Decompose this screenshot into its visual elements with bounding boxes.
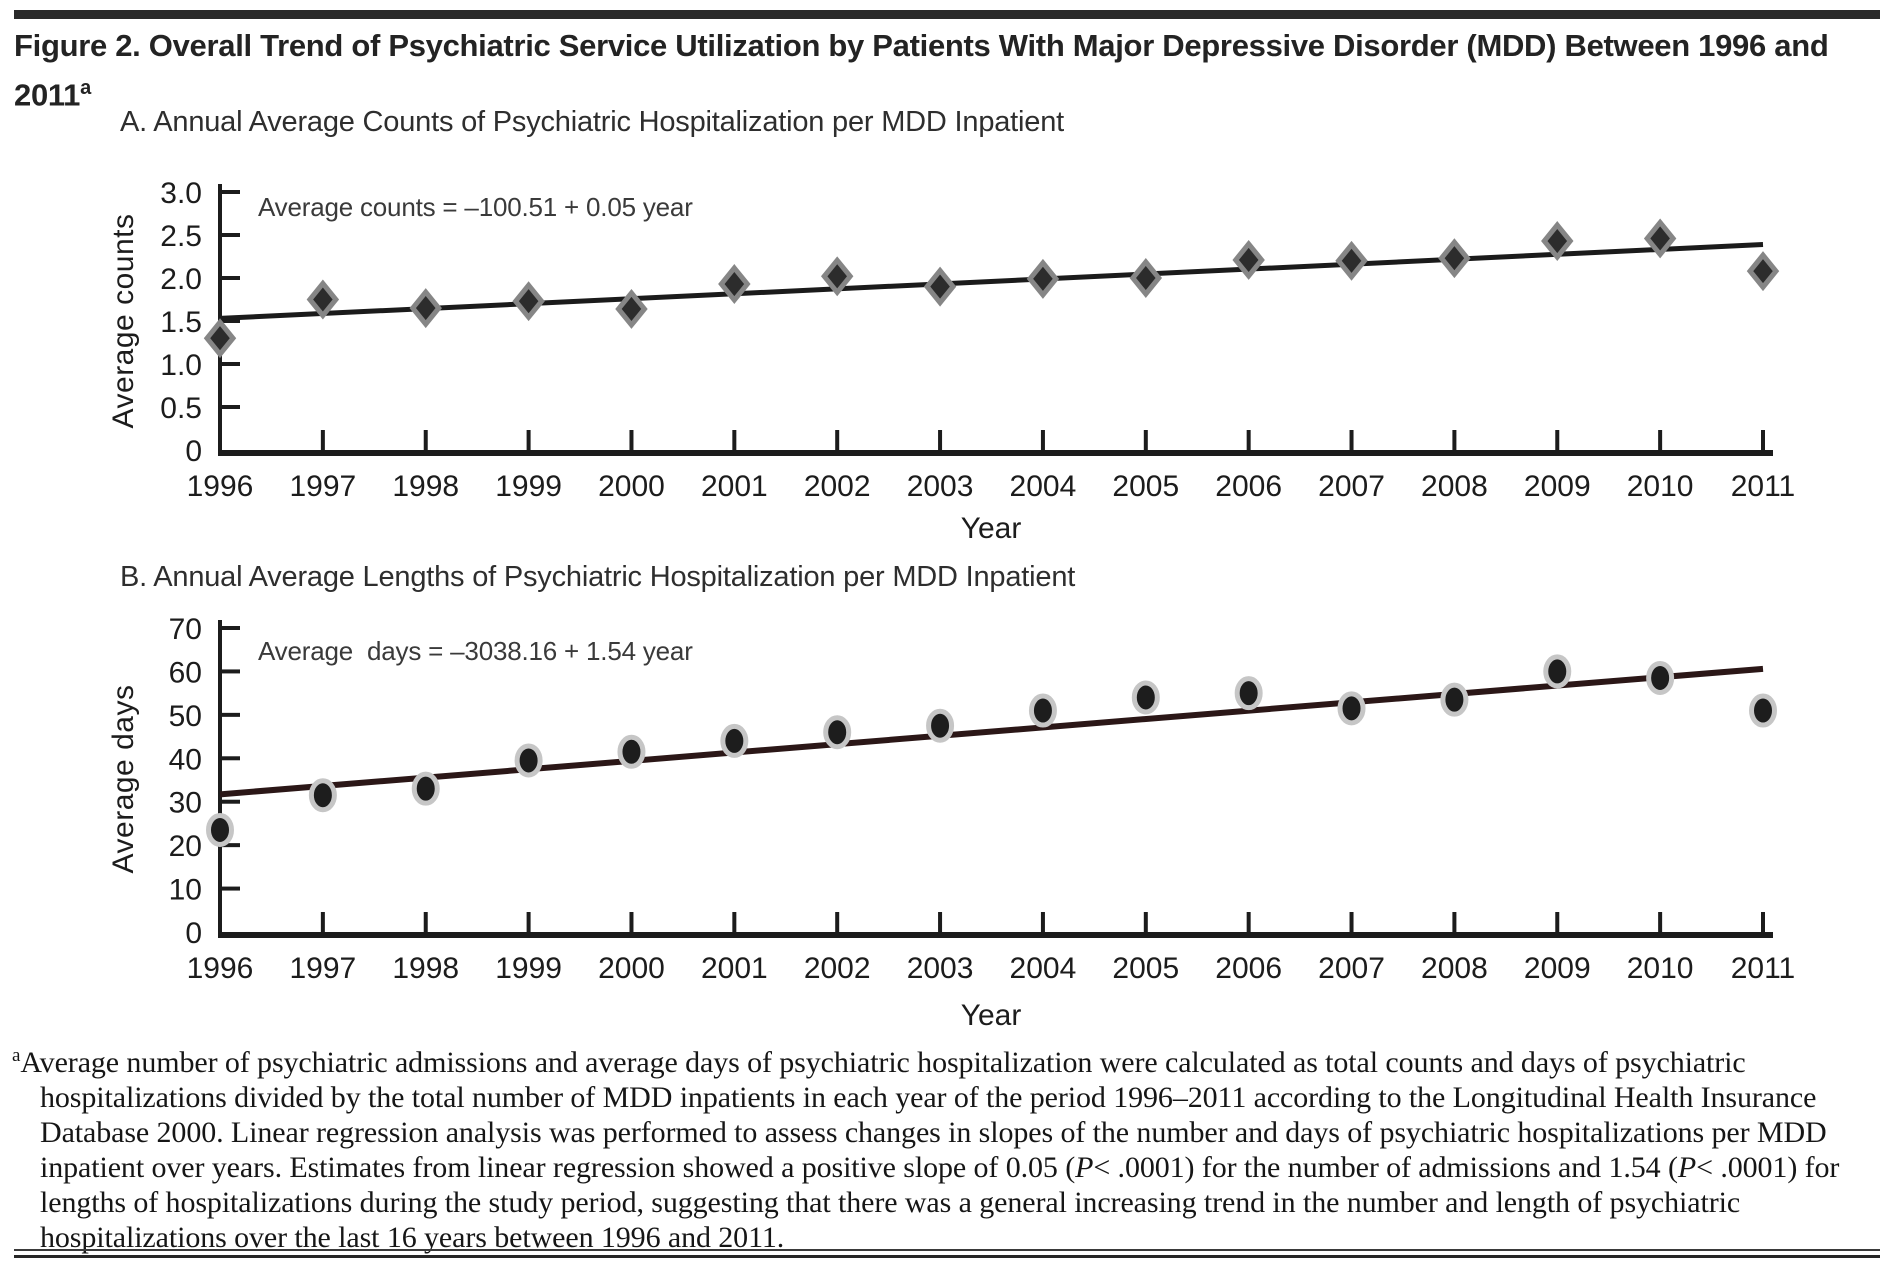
svg-text:2006: 2006 xyxy=(1215,470,1282,503)
svg-text:0.5: 0.5 xyxy=(160,392,202,425)
svg-text:1.0: 1.0 xyxy=(160,349,202,382)
svg-text:3.0: 3.0 xyxy=(160,177,202,210)
svg-text:1997: 1997 xyxy=(289,952,356,985)
svg-text:2000: 2000 xyxy=(598,470,665,503)
svg-text:1.5: 1.5 xyxy=(160,306,202,339)
svg-text:2010: 2010 xyxy=(1627,952,1694,985)
svg-text:2009: 2009 xyxy=(1524,470,1591,503)
panel-a-regression-equation: Average counts = –100.51 + 0.05 year xyxy=(258,192,693,222)
svg-text:2003: 2003 xyxy=(907,952,974,985)
svg-text:1997: 1997 xyxy=(289,470,356,503)
svg-text:2001: 2001 xyxy=(701,952,768,985)
svg-text:0: 0 xyxy=(185,435,202,468)
svg-text:2.5: 2.5 xyxy=(160,220,202,253)
svg-text:1999: 1999 xyxy=(495,470,562,503)
svg-text:2007: 2007 xyxy=(1318,470,1385,503)
svg-text:2011: 2011 xyxy=(1731,952,1796,985)
bottom-rule xyxy=(14,1249,1880,1258)
figure-footnote: aAverage number of psychiatric admission… xyxy=(12,1045,1840,1254)
panel-a-heading: A. Annual Average Counts of Psychiatric … xyxy=(120,106,1064,138)
top-rule xyxy=(14,10,1880,19)
svg-text:2004: 2004 xyxy=(1010,952,1077,985)
panel-b-x-axis-label: Year xyxy=(960,999,1022,1032)
svg-text:20: 20 xyxy=(169,830,202,863)
svg-text:0: 0 xyxy=(185,917,202,950)
svg-text:40: 40 xyxy=(169,743,202,776)
svg-text:10: 10 xyxy=(169,874,202,907)
svg-text:2011: 2011 xyxy=(1731,470,1796,503)
figure-title-superscript: a xyxy=(80,77,91,99)
panel-a-y-axis-label: Average counts xyxy=(107,213,140,429)
svg-text:2008: 2008 xyxy=(1421,952,1488,985)
svg-text:2003: 2003 xyxy=(907,470,974,503)
svg-text:2006: 2006 xyxy=(1215,952,1282,985)
svg-text:2000: 2000 xyxy=(598,952,665,985)
svg-text:2.0: 2.0 xyxy=(160,263,202,296)
svg-text:2008: 2008 xyxy=(1421,470,1488,503)
svg-text:2004: 2004 xyxy=(1010,470,1077,503)
svg-text:2007: 2007 xyxy=(1318,952,1385,985)
panel-a-plot: 0 0.5 1.0 1.5 2.0 2.5 3.0 1996 1997 1998 1999 2000 2… xyxy=(160,177,1796,503)
panel-b-y-axis-label: Average days xyxy=(107,684,140,874)
svg-text:2005: 2005 xyxy=(1112,470,1179,503)
svg-text:2010: 2010 xyxy=(1627,470,1694,503)
svg-text:2002: 2002 xyxy=(804,952,871,985)
svg-text:1998: 1998 xyxy=(392,952,459,985)
svg-text:2005: 2005 xyxy=(1112,952,1179,985)
svg-text:70: 70 xyxy=(169,613,202,646)
footnote-marker: a xyxy=(12,1045,21,1066)
svg-text:60: 60 xyxy=(169,656,202,689)
panel-b-plot: 0 10 20 30 40 50 60 70 1996 1997 1998 1999 2000 2001 2… xyxy=(169,613,1796,985)
svg-text:2002: 2002 xyxy=(804,470,871,503)
figure-title: Figure 2. Overall Trend of Psychiatric S… xyxy=(14,24,1886,116)
panel-b-heading: B. Annual Average Lengths of Psychiatric… xyxy=(120,561,1076,593)
svg-text:1998: 1998 xyxy=(392,470,459,503)
svg-text:1996: 1996 xyxy=(187,952,254,985)
svg-text:30: 30 xyxy=(169,787,202,820)
svg-text:2009: 2009 xyxy=(1524,952,1591,985)
panel-b-regression-equation: Average days = –3038.16 + 1.54 year xyxy=(258,636,693,666)
svg-text:2001: 2001 xyxy=(701,470,768,503)
figure-title-text: Figure 2. Overall Trend of Psychiatric S… xyxy=(14,28,1829,113)
panel-a-x-axis-label: Year xyxy=(960,512,1022,545)
svg-text:1996: 1996 xyxy=(187,470,254,503)
svg-text:50: 50 xyxy=(169,700,202,733)
svg-text:1999: 1999 xyxy=(495,952,562,985)
